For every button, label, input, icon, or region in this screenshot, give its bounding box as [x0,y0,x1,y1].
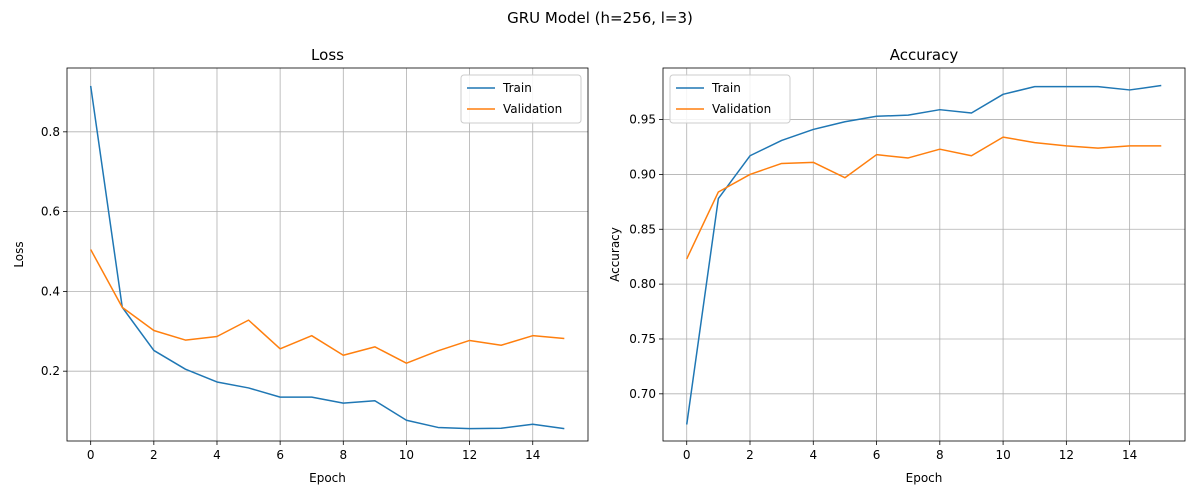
loss-subplot: 0 2 4 6 8 10 12 14 0.2 0.4 0.6 0.8 Loss Epoch Loss Trai… [12,46,589,485]
x-tick-label: 4 [809,448,817,462]
x-tick-label: 12 [1059,448,1074,462]
x-tick-label: 6 [276,448,284,462]
y-tick-label: 0.6 [41,205,60,219]
x-axis-label: Epoch [309,471,346,485]
validation-legend-label: Validation [712,102,771,116]
legend: Train Validation [460,74,582,124]
plot-frame [66,67,589,442]
y-tick-label: 0.80 [629,277,656,291]
x-axis-label: Epoch [906,471,943,485]
x-tick-label: 2 [150,448,158,462]
x-tick-label: 2 [746,448,754,462]
x-tick-label: 10 [399,448,414,462]
y-axis-label: Accuracy [608,227,622,282]
validation-series-line [686,136,1162,260]
x-tick-label: 4 [213,448,221,462]
subplot-title: Loss [311,46,344,64]
y-tick-label: 0.95 [629,113,656,127]
plot-frame [662,67,1186,442]
y-tick-label: 0.90 [629,167,656,181]
train-series-line [89,85,565,430]
x-tick-label: 6 [873,448,881,462]
x-tick-label: 14 [1122,448,1137,462]
x-tick-label: 8 [936,448,944,462]
train-legend-label: Train [711,81,741,95]
y-tick-label: 0.4 [41,284,60,298]
y-tick-label: 0.70 [629,387,656,401]
x-tick-label: 8 [339,448,347,462]
y-axis-label: Loss [12,241,26,267]
x-tick-label: 0 [87,448,95,462]
x-tick-label: 14 [525,448,540,462]
legend-box [460,74,582,124]
figure-title: GRU Model (h=256, l=3) [507,9,693,27]
accuracy-subplot: 0 2 4 6 8 10 12 14 0.70 0.75 0.80 0.85 0.90 0.95 Accur… [608,46,1186,485]
validation-series-line [90,249,565,364]
y-tick-label: 0.8 [41,125,60,139]
x-tick-label: 12 [462,448,477,462]
train-series-line [685,84,1162,425]
train-legend-label: Train [502,81,532,95]
y-tick-label: 0.75 [629,332,656,346]
legend: Train Validation [669,74,791,124]
y-tick-label: 0.85 [629,222,656,236]
validation-legend-label: Validation [503,102,562,116]
legend-box [669,74,791,124]
x-tick-label: 10 [995,448,1010,462]
y-tick-label: 0.2 [41,364,60,378]
subplot-title: Accuracy [890,46,959,64]
x-tick-label: 0 [683,448,691,462]
